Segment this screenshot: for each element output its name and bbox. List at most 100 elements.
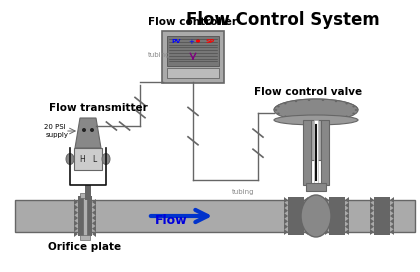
Text: Orifice plate: Orifice plate xyxy=(48,242,121,252)
Polygon shape xyxy=(370,202,374,208)
Polygon shape xyxy=(325,213,329,219)
Ellipse shape xyxy=(102,153,110,165)
Polygon shape xyxy=(345,202,349,208)
Text: tubing: tubing xyxy=(231,189,254,195)
Ellipse shape xyxy=(322,99,324,101)
Polygon shape xyxy=(304,197,308,203)
Polygon shape xyxy=(304,208,308,214)
Text: Flow: Flow xyxy=(155,214,188,227)
FancyBboxPatch shape xyxy=(374,197,390,235)
Polygon shape xyxy=(74,220,78,226)
Text: 20 PSI: 20 PSI xyxy=(44,124,66,130)
Polygon shape xyxy=(390,213,394,219)
Polygon shape xyxy=(345,224,349,230)
FancyBboxPatch shape xyxy=(167,36,219,66)
Polygon shape xyxy=(92,199,96,205)
FancyBboxPatch shape xyxy=(288,197,304,235)
Ellipse shape xyxy=(295,100,297,102)
Polygon shape xyxy=(370,218,374,224)
Polygon shape xyxy=(325,218,329,224)
Polygon shape xyxy=(284,197,288,203)
Text: tubing: tubing xyxy=(148,52,171,58)
Polygon shape xyxy=(284,224,288,230)
Ellipse shape xyxy=(352,113,355,114)
Polygon shape xyxy=(74,204,78,210)
Polygon shape xyxy=(370,197,374,203)
Ellipse shape xyxy=(352,106,355,107)
Ellipse shape xyxy=(345,103,348,104)
Polygon shape xyxy=(284,218,288,224)
Polygon shape xyxy=(304,224,308,230)
FancyBboxPatch shape xyxy=(15,200,415,232)
Polygon shape xyxy=(345,208,349,214)
Text: Flow control valve: Flow control valve xyxy=(254,87,362,97)
FancyBboxPatch shape xyxy=(311,120,321,160)
Ellipse shape xyxy=(345,116,348,117)
Polygon shape xyxy=(92,226,96,232)
FancyBboxPatch shape xyxy=(80,235,90,240)
Polygon shape xyxy=(370,229,374,235)
Polygon shape xyxy=(345,218,349,224)
Polygon shape xyxy=(325,208,329,214)
Ellipse shape xyxy=(335,118,337,120)
Text: Flow Control System: Flow Control System xyxy=(186,11,380,29)
Polygon shape xyxy=(74,210,78,216)
Polygon shape xyxy=(92,210,96,216)
Polygon shape xyxy=(284,202,288,208)
Ellipse shape xyxy=(301,195,331,237)
Ellipse shape xyxy=(277,113,280,114)
Text: supply: supply xyxy=(45,132,68,138)
Polygon shape xyxy=(74,199,78,205)
Polygon shape xyxy=(92,231,96,237)
Polygon shape xyxy=(345,213,349,219)
Ellipse shape xyxy=(322,119,324,121)
Polygon shape xyxy=(304,218,308,224)
Polygon shape xyxy=(274,99,358,110)
Ellipse shape xyxy=(284,116,286,117)
Ellipse shape xyxy=(335,100,337,102)
Polygon shape xyxy=(92,215,96,221)
Ellipse shape xyxy=(295,118,297,120)
Polygon shape xyxy=(370,208,374,214)
Polygon shape xyxy=(92,220,96,226)
Ellipse shape xyxy=(275,109,277,111)
Ellipse shape xyxy=(277,106,280,107)
Polygon shape xyxy=(345,229,349,235)
Polygon shape xyxy=(370,224,374,230)
Ellipse shape xyxy=(66,153,74,165)
Polygon shape xyxy=(304,202,308,208)
Polygon shape xyxy=(284,208,288,214)
Ellipse shape xyxy=(284,103,286,104)
Polygon shape xyxy=(390,202,394,208)
Polygon shape xyxy=(390,208,394,214)
Text: PV: PV xyxy=(171,39,181,44)
FancyBboxPatch shape xyxy=(321,120,329,185)
Ellipse shape xyxy=(308,99,310,101)
Text: Flow transmitter: Flow transmitter xyxy=(49,103,147,113)
Polygon shape xyxy=(390,218,394,224)
Polygon shape xyxy=(390,197,394,203)
Polygon shape xyxy=(75,118,101,148)
Polygon shape xyxy=(390,224,394,230)
Ellipse shape xyxy=(196,39,200,43)
Polygon shape xyxy=(325,197,329,203)
Text: +: + xyxy=(188,39,194,45)
Text: L: L xyxy=(92,154,96,163)
FancyBboxPatch shape xyxy=(74,148,102,170)
Polygon shape xyxy=(325,229,329,235)
Ellipse shape xyxy=(90,128,94,132)
FancyBboxPatch shape xyxy=(162,31,224,83)
Text: Flow controller: Flow controller xyxy=(149,17,237,27)
FancyBboxPatch shape xyxy=(80,193,90,198)
FancyBboxPatch shape xyxy=(329,197,345,235)
Polygon shape xyxy=(74,226,78,232)
Polygon shape xyxy=(74,215,78,221)
FancyBboxPatch shape xyxy=(306,183,326,191)
Polygon shape xyxy=(390,229,394,235)
Polygon shape xyxy=(304,229,308,235)
Text: H: H xyxy=(79,154,85,163)
Polygon shape xyxy=(304,213,308,219)
Polygon shape xyxy=(325,202,329,208)
Polygon shape xyxy=(325,224,329,230)
Polygon shape xyxy=(370,213,374,219)
